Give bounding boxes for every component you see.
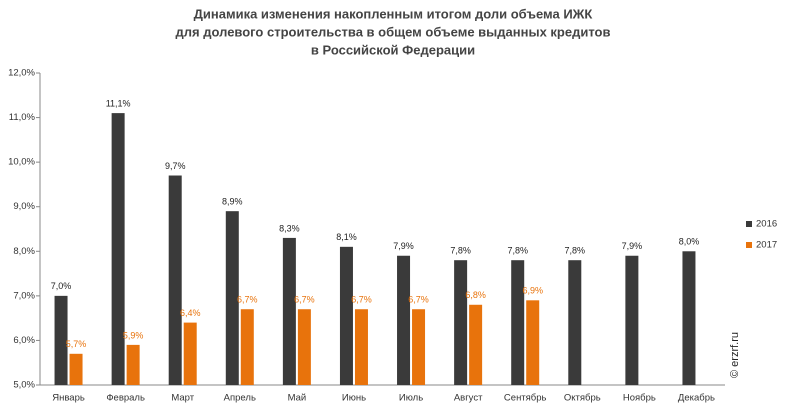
- bar: [511, 260, 525, 385]
- x-tick-label: Январь: [52, 393, 85, 404]
- x-tick-label: Апрель: [224, 393, 256, 404]
- y-tick-label: 5,0%: [13, 380, 35, 391]
- y-tick-label: 7,0%: [13, 290, 35, 301]
- value-label: 7,9%: [393, 241, 414, 251]
- bar: [126, 344, 140, 385]
- y-tick-label: 9,0%: [13, 201, 35, 212]
- x-tick-label: Август: [454, 393, 483, 404]
- bar: [469, 304, 483, 385]
- y-tick-label: 10,0%: [8, 157, 35, 168]
- y-tick-label: 12,0%: [8, 68, 35, 79]
- bar: [568, 260, 582, 385]
- x-tick-label: Октябрь: [564, 393, 601, 404]
- value-label: 6,9%: [522, 286, 543, 296]
- bar: [54, 295, 68, 385]
- value-label: 7,0%: [51, 281, 72, 291]
- value-label: 8,9%: [222, 197, 243, 207]
- bar: [454, 260, 468, 385]
- value-label: 7,9%: [622, 241, 643, 251]
- y-tick-label: 8,0%: [13, 246, 35, 257]
- x-tick-label: Июль: [399, 393, 423, 404]
- legend-swatch: [746, 242, 752, 248]
- bar: [682, 251, 696, 385]
- bar: [526, 300, 540, 385]
- value-label: 8,3%: [279, 223, 300, 233]
- value-label: 6,7%: [351, 295, 372, 305]
- legend-swatch: [746, 221, 752, 227]
- bar: [354, 309, 368, 385]
- x-tick-label: Сентябрь: [504, 393, 547, 404]
- legend-label: 2017: [756, 240, 777, 251]
- bar: [69, 353, 83, 385]
- value-label: 8,1%: [336, 232, 357, 242]
- value-label: 5,7%: [66, 339, 87, 349]
- value-label: 11,1%: [106, 98, 131, 108]
- bar: [625, 255, 639, 385]
- value-label: 5,9%: [123, 330, 144, 340]
- chart-title: в Российской Федерации: [311, 42, 475, 57]
- x-tick-label: Май: [288, 393, 307, 404]
- value-label: 6,7%: [294, 295, 315, 305]
- y-tick-label: 6,0%: [13, 335, 35, 346]
- value-label: 6,7%: [237, 295, 258, 305]
- bar: [111, 113, 125, 385]
- x-tick-label: Ноябрь: [623, 393, 656, 404]
- value-label: 6,4%: [180, 308, 201, 318]
- bar: [397, 255, 411, 385]
- bar: [412, 309, 426, 385]
- value-label: 8,0%: [679, 237, 700, 247]
- bar: [240, 309, 254, 385]
- bar: [168, 175, 182, 385]
- value-label: 7,8%: [565, 246, 586, 256]
- value-label: 7,8%: [450, 246, 471, 256]
- chart-title: Динамика изменения накопленным итогом до…: [194, 6, 593, 21]
- chart-title: для долевого строительства в общем объем…: [176, 24, 611, 39]
- x-tick-label: Март: [171, 393, 194, 404]
- legend-label: 2016: [756, 219, 777, 230]
- bar: [297, 309, 311, 385]
- x-tick-label: Декабрь: [678, 393, 715, 404]
- value-label: 9,7%: [165, 161, 186, 171]
- bar: [339, 246, 353, 385]
- value-label: 6,7%: [408, 295, 429, 305]
- bar: [225, 211, 239, 385]
- y-tick-label: 11,0%: [9, 112, 36, 123]
- value-label: 6,8%: [465, 290, 486, 300]
- bar: [282, 237, 296, 385]
- bar: [183, 322, 197, 385]
- watermark: © erzrf.ru: [729, 332, 741, 378]
- value-label: 7,8%: [507, 246, 528, 256]
- x-tick-label: Июнь: [342, 393, 366, 404]
- x-tick-label: Февраль: [106, 393, 145, 404]
